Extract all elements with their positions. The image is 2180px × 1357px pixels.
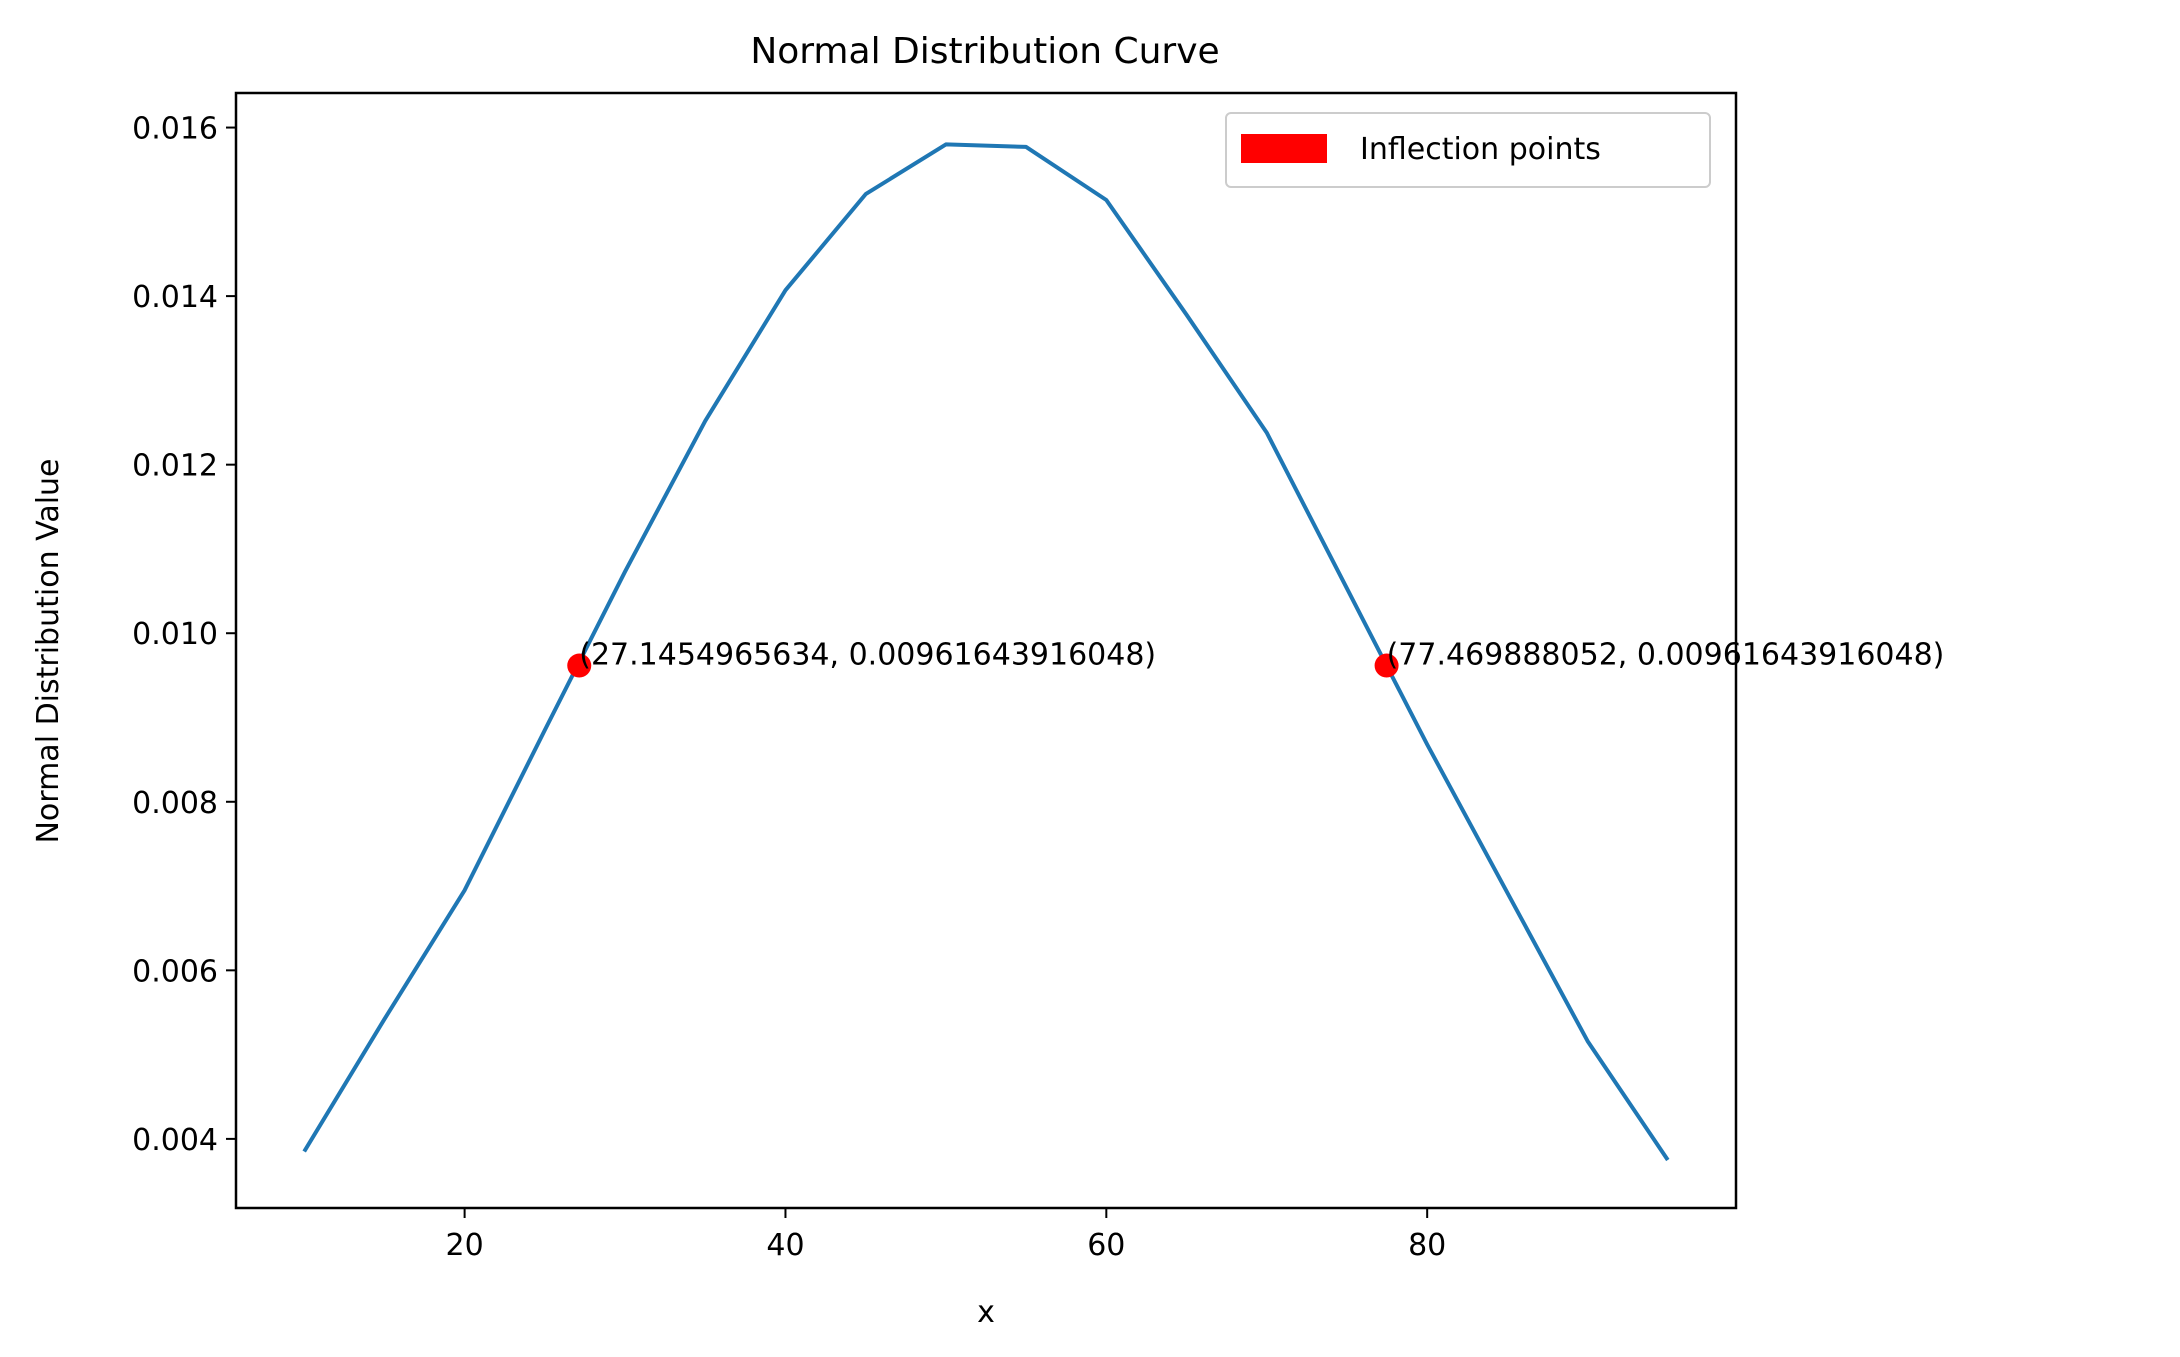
inflection-point-marker (567, 653, 592, 678)
plot-area (234, 91, 1738, 1210)
legend-swatch-inflection-points (1241, 134, 1327, 163)
x-axis-label: x (977, 1295, 995, 1330)
x-axis-ticks: 20 40 60 80 (446, 1208, 1446, 1263)
y-tick-label: 0.016 (132, 112, 218, 147)
y-tick-label: 0.014 (132, 280, 218, 315)
y-tick-label: 0.010 (132, 617, 218, 652)
legend-label-inflection-points: Inflection points (1360, 132, 1601, 167)
normal-distribution-line (302, 142, 1670, 1162)
inflection-point-marker (1374, 653, 1399, 678)
inflection-point-annotation: (77.469888052, 0.00961643916048) (1387, 638, 1945, 673)
y-axis-label: Normal Distribution Value (31, 458, 66, 843)
y-tick-label: 0.012 (132, 449, 218, 484)
chart-title: Normal Distribution Curve (750, 31, 1219, 72)
y-tick-label: 0.006 (132, 954, 218, 989)
x-tick-label: 40 (766, 1228, 804, 1263)
legend-frame (1225, 112, 1711, 188)
y-tick-label: 0.008 (132, 786, 218, 821)
inflection-points-layer: (27.1454965634, 0.00961643916048) (77.469… (567, 638, 1944, 678)
series-layer (302, 142, 1670, 1162)
y-axis-ticks: 0.004 0.006 0.008 0.010 0.012 0.014 0.016 (132, 112, 236, 1158)
inflection-point-annotation: (27.1454965634, 0.00961643916048) (579, 638, 1156, 673)
legend: Inflection points (1225, 112, 1711, 188)
x-tick-label: 20 (446, 1228, 484, 1263)
x-tick-label: 60 (1087, 1228, 1125, 1263)
y-tick-label: 0.004 (132, 1123, 218, 1158)
x-tick-label: 80 (1408, 1228, 1446, 1263)
